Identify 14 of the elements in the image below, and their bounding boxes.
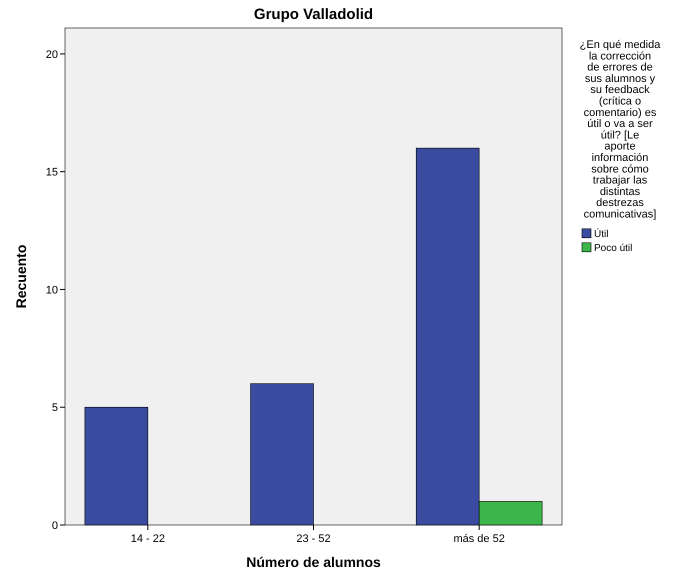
legend-label: Poco útil [594, 242, 632, 254]
x-tick-label: 23 - 52 [296, 533, 331, 545]
text: ¿En qué medida la corrección de errores de sus alumnos y su feedback (crítica o comentario) es útil o va a ser útil? [Le aporte información sobre cómo trabajar las distintas destrezas comunicativas] [580, 39, 660, 220]
legend-label: Útil [594, 228, 608, 240]
y-tick-label: 20 [46, 48, 58, 61]
x-axis-title: Número de alumnos [246, 554, 381, 570]
y-axis-title: Recuento [13, 244, 29, 308]
y-tick-label: 0 [52, 520, 58, 532]
y-tick-label: 15 [46, 166, 58, 179]
chart-title: Grupo Valladolid [254, 6, 374, 23]
x-tick-label: más de 52 [453, 533, 505, 545]
x-tick-label: 14 - 22 [130, 533, 165, 545]
y-tick-label: 5 [52, 402, 58, 414]
y-tick-label: 10 [46, 284, 58, 296]
